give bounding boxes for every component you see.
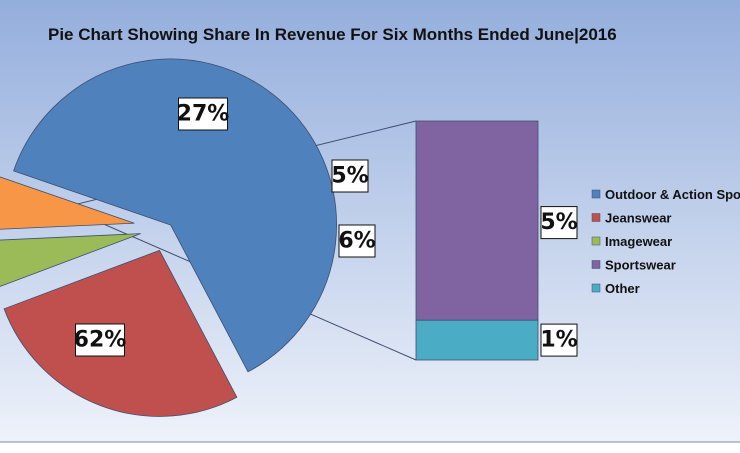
legend-swatch bbox=[591, 260, 601, 269]
data-label-bar-other-text: 1% bbox=[540, 328, 577, 353]
legend-label: Jeanswear bbox=[605, 211, 672, 226]
data-label-jeanswear: 27% bbox=[177, 97, 230, 131]
legend-item-jeanswear: Jeanswear bbox=[591, 211, 672, 226]
data-label-jeanswear-text: 27% bbox=[177, 102, 230, 127]
legend-swatch bbox=[591, 283, 601, 293]
legend-swatch bbox=[591, 213, 601, 222]
data-label-imagewear-box bbox=[331, 159, 369, 193]
bottom-margin bbox=[0, 442, 740, 453]
data-label-bar-sportswear-text: 5% bbox=[540, 210, 577, 235]
pie-slice-other-grouped bbox=[0, 176, 135, 230]
data-label-bar-other-box bbox=[540, 323, 578, 357]
breakout-bar bbox=[415, 120, 539, 361]
legend-item-other: Other bbox=[591, 281, 640, 296]
data-label-outdoor-action-sports-box bbox=[75, 323, 125, 357]
legend-item-imagewear: Imagewear bbox=[591, 234, 672, 249]
data-label-jeanswear-box bbox=[178, 97, 228, 131]
legend-item-outdoor-action-spo: Outdoor & Action Spo bbox=[591, 187, 740, 202]
pie-slice-outdoor-action-sports bbox=[13, 58, 337, 373]
legend-item-sportswear: Sportswear bbox=[591, 258, 676, 273]
data-label-bar-sportswear: 5% bbox=[540, 206, 578, 240]
bar-segment-other bbox=[415, 319, 539, 361]
data-label-imagewear: 5% bbox=[331, 159, 369, 193]
data-label-other-grouped: 6% bbox=[338, 224, 376, 258]
legend-label: Other bbox=[605, 281, 640, 296]
data-label-other-grouped-text: 6% bbox=[338, 229, 375, 254]
data-label-bar-other: 1% bbox=[540, 323, 578, 357]
pie-slice-imagewear bbox=[0, 233, 141, 287]
data-label-imagewear-text: 5% bbox=[331, 164, 368, 189]
legend-label: Outdoor & Action Spo bbox=[605, 187, 740, 202]
data-labels: 62% 27% 5% 6% 5% 1% bbox=[74, 97, 578, 357]
legend-label: Imagewear bbox=[605, 234, 672, 249]
data-label-outdoor-action-sports: 62% bbox=[74, 323, 127, 357]
legend-label: Sportswear bbox=[605, 258, 676, 273]
bar-segment-sportswear bbox=[415, 120, 539, 321]
chart-title: Pie Chart Showing Share In Revenue For S… bbox=[48, 25, 617, 44]
legend: Outdoor & Action Spo Jeanswear Imagewear Sp… bbox=[591, 187, 740, 296]
data-label-outdoor-action-sports-text: 62% bbox=[74, 328, 127, 353]
legend-swatch bbox=[591, 236, 601, 246]
data-label-bar-sportswear-box bbox=[540, 206, 578, 240]
data-label-other-grouped-box bbox=[338, 224, 376, 258]
legend-swatch bbox=[591, 189, 601, 199]
